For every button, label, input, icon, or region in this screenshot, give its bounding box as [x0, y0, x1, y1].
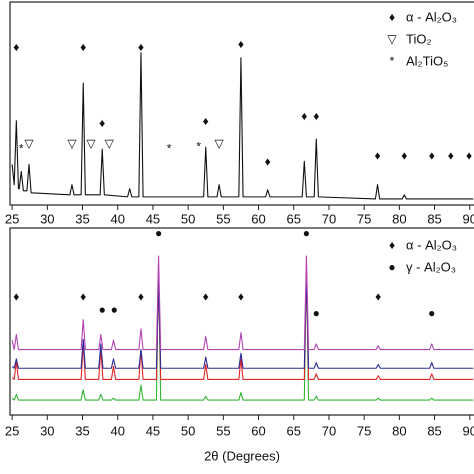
plot-frame — [9, 1, 474, 206]
x-tick-label: 80 — [392, 211, 406, 226]
peak-marker: ♦ — [13, 289, 19, 303]
peak-marker: ♦ — [375, 289, 381, 303]
x-tick-label: 35 — [75, 211, 89, 226]
legend-label: α - Al₂O₃ — [406, 237, 457, 252]
peak-marker: ♦ — [429, 148, 435, 162]
peak-marker: ♦ — [203, 289, 209, 303]
peak-marker: ● — [155, 226, 162, 240]
x-tick-label: 70 — [322, 211, 336, 226]
peak-marker: ● — [99, 302, 106, 316]
x-tick-label: 60 — [251, 423, 265, 438]
x-tick-label: 50 — [181, 423, 195, 438]
legend-label: γ - Al₂O₃ — [406, 259, 456, 274]
x-tick-label: 90 — [463, 423, 474, 438]
peak-marker: ● — [303, 226, 310, 240]
peak-marker: ♦ — [401, 148, 407, 162]
legend-symbol: ♦ — [389, 10, 395, 24]
x-tick-label: 30 — [40, 211, 54, 226]
peak-marker: ♦ — [80, 289, 86, 303]
legend-label: α - Al₂O₃ — [406, 9, 457, 24]
legend-label: Al₂TiO₅ — [406, 53, 448, 68]
spectrum-line — [11, 265, 474, 381]
peak-marker: ♦ — [13, 40, 19, 54]
peak-marker: ● — [428, 306, 435, 320]
x-tick-label: 40 — [110, 423, 124, 438]
legend-symbol: ▽ — [387, 32, 397, 46]
peak-marker: ♦ — [313, 109, 319, 123]
peak-marker: ♦ — [138, 40, 144, 54]
peak-marker: ♦ — [374, 148, 380, 162]
peak-marker: ♦ — [466, 148, 472, 162]
spectrum-line — [11, 268, 474, 369]
peak-marker: ♦ — [448, 148, 454, 162]
x-tick-label: 30 — [40, 423, 54, 438]
plot-frame — [9, 227, 474, 416]
x-tick-label: 85 — [427, 423, 441, 438]
x-tick-label: 75 — [357, 211, 371, 226]
x-tick-label: 75 — [357, 423, 371, 438]
peak-marker: ♦ — [138, 289, 144, 303]
x-tick-label: 50 — [181, 211, 195, 226]
x-tick-label: 65 — [287, 211, 301, 226]
peak-marker: ▽ — [86, 136, 96, 150]
peak-marker: * — [196, 139, 201, 153]
peak-marker: ♦ — [238, 37, 244, 51]
x-tick-label: 25 — [5, 211, 19, 226]
x-tick-label: 65 — [287, 423, 301, 438]
peak-marker: ● — [313, 306, 320, 320]
peak-marker: ▽ — [105, 136, 115, 150]
x-tick-label: 45 — [146, 423, 160, 438]
x-tick-label: 55 — [216, 423, 230, 438]
legend-symbol: ♦ — [389, 238, 395, 252]
x-tick-label: 55 — [216, 211, 230, 226]
peak-marker: ♦ — [99, 116, 105, 130]
peak-marker: ♦ — [238, 289, 244, 303]
peak-marker: ▽ — [67, 136, 77, 150]
x-tick-label: 45 — [146, 211, 160, 226]
peak-marker: ♦ — [80, 40, 86, 54]
x-tick-label: 25 — [5, 423, 19, 438]
x-axis-label: 2θ (Degrees) — [204, 448, 280, 463]
x-tick-label: 90 — [463, 211, 474, 226]
peak-marker: * — [167, 141, 172, 155]
legend-symbol: ● — [388, 260, 395, 274]
x-tick-label: 80 — [392, 423, 406, 438]
x-tick-label: 60 — [251, 211, 265, 226]
legend-label: TiO₂ — [406, 31, 432, 46]
x-tick-label: 35 — [75, 423, 89, 438]
peak-marker: ▽ — [214, 136, 224, 150]
peak-marker: * — [19, 141, 24, 155]
legend-symbol: * — [390, 54, 395, 68]
spectrum-line — [11, 268, 474, 401]
peak-marker: ♦ — [203, 114, 209, 128]
peak-marker: ● — [111, 302, 118, 316]
peak-marker: ♦ — [265, 155, 271, 169]
peak-marker: ▽ — [24, 136, 34, 150]
x-tick-label: 40 — [110, 211, 124, 226]
x-tick-label: 70 — [322, 423, 336, 438]
spectrum-line — [11, 52, 474, 200]
x-tick-label: 85 — [427, 211, 441, 226]
spectrum-line — [11, 255, 474, 351]
peak-marker: ♦ — [301, 109, 307, 123]
